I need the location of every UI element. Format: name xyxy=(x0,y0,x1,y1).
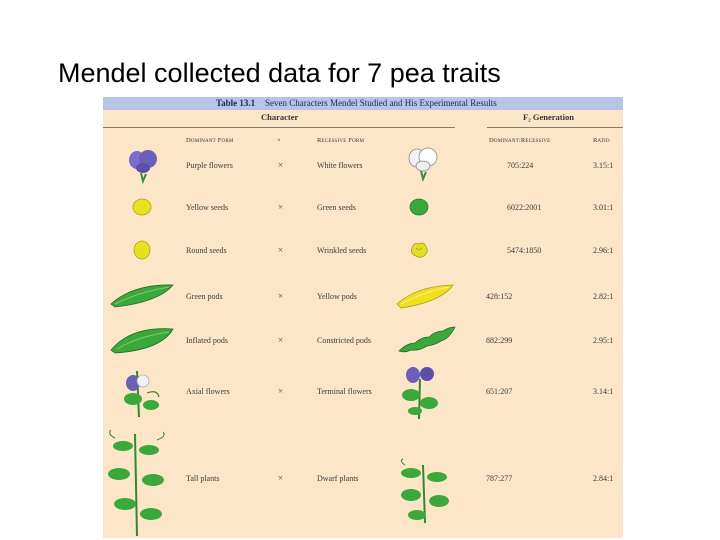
recessive-form: Terminal flowers xyxy=(317,387,372,396)
yellow-pod-icon xyxy=(396,284,454,309)
axial-flower-icon xyxy=(124,370,160,418)
count-cell: 705:224 xyxy=(507,161,534,170)
col-header-ratio: Ratio xyxy=(593,137,610,144)
divider xyxy=(487,127,623,128)
ratio-cell: 3.14:1 xyxy=(593,387,614,396)
dominant-form: Purple flowers xyxy=(186,161,233,170)
dominant-form: Inflated pods xyxy=(186,336,228,345)
col-header-cross: × xyxy=(277,137,281,144)
group-header-character: Character xyxy=(261,112,299,122)
dwarf-plant-icon xyxy=(400,458,449,524)
cross-symbol: × xyxy=(278,335,284,345)
recessive-form: Constricted pods xyxy=(317,336,371,345)
terminal-flower-icon xyxy=(402,367,438,420)
col-header-dominant: Dominant Form xyxy=(186,137,234,144)
cross-symbol: × xyxy=(278,473,284,483)
recessive-form: Green seeds xyxy=(317,203,356,212)
yellow-seed-icon xyxy=(132,198,152,216)
recessive-form: White flowers xyxy=(317,161,363,170)
dominant-form: Yellow seeds xyxy=(186,203,229,212)
table-number: Table 13.1 xyxy=(216,98,256,108)
col-header-recessive: Recessive Form xyxy=(317,137,365,144)
cross-symbol: × xyxy=(278,386,284,396)
divider xyxy=(103,127,455,128)
white-flower-icon xyxy=(408,147,438,183)
table-caption: Table 13.1 Seven Characters Mendel Studi… xyxy=(103,97,623,110)
ratio-cell: 2.82:1 xyxy=(593,292,614,301)
dominant-form: Round seeds xyxy=(186,246,227,255)
ratio-cell: 3.01:1 xyxy=(593,203,614,212)
recessive-form: Dwarf plants xyxy=(317,474,359,483)
wrinkled-seed-icon xyxy=(411,242,428,258)
green-seed-icon xyxy=(409,198,429,216)
slide-title: Mendel collected data for 7 pea traits xyxy=(58,58,501,88)
ratio-cell: 2.96:1 xyxy=(593,246,614,255)
trait-table: Table 13.1 Seven Characters Mendel Studi… xyxy=(103,97,623,538)
ratio-cell: 3.15:1 xyxy=(593,161,614,170)
count-cell: 428:152 xyxy=(486,292,513,301)
dominant-form: Tall plants xyxy=(186,474,220,483)
inflated-pod-icon xyxy=(110,328,174,354)
cross-symbol: × xyxy=(278,291,284,301)
constricted-pod-icon xyxy=(398,326,456,353)
dominant-form: Axial flowers xyxy=(186,387,230,396)
cross-symbol: × xyxy=(278,202,284,212)
count-cell: 651:207 xyxy=(486,387,513,396)
count-cell: 5474:1850 xyxy=(507,246,542,255)
count-cell: 787:277 xyxy=(486,474,513,483)
table-caption-text: Seven Characters Mendel Studied and His … xyxy=(265,98,497,108)
count-cell: 6022:2001 xyxy=(507,203,542,212)
cross-symbol: × xyxy=(278,245,284,255)
count-cell: 882:299 xyxy=(486,336,513,345)
col-header-dom-rec: Dominant:Recessive xyxy=(489,137,551,144)
green-pod-icon xyxy=(110,284,174,308)
dominant-form: Green pods xyxy=(186,292,223,301)
round-seed-icon xyxy=(133,240,151,260)
cross-symbol: × xyxy=(278,160,284,170)
ratio-cell: 2.84:1 xyxy=(593,474,614,483)
ratio-cell: 2.95:1 xyxy=(593,336,614,345)
tall-plant-icon xyxy=(108,429,165,537)
recessive-form: Yellow pods xyxy=(317,292,357,301)
purple-flower-icon xyxy=(129,150,157,185)
recessive-form: Wrinkled seeds xyxy=(317,246,367,255)
group-header-f2: F₂ Generation xyxy=(523,112,574,122)
